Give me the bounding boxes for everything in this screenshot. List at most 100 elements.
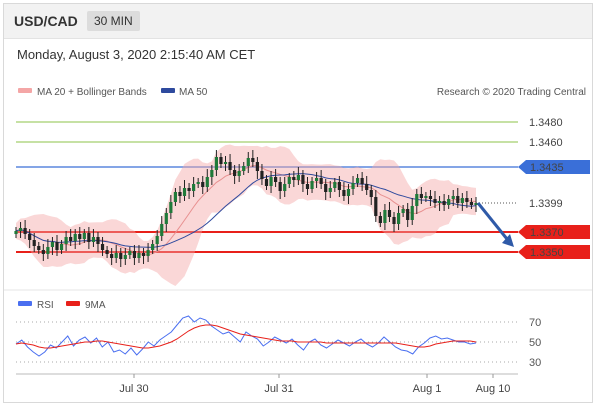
candle-body xyxy=(160,224,164,236)
candle-body xyxy=(137,253,141,258)
candle-body xyxy=(223,162,228,164)
candle-body xyxy=(428,196,433,199)
candle-body xyxy=(351,183,355,189)
candle-body xyxy=(96,237,100,244)
candle-body xyxy=(387,210,392,217)
candle-body xyxy=(314,178,319,181)
candle-body xyxy=(128,251,132,255)
legend-label-bollinger: MA 20 + Bollinger Bands xyxy=(37,87,147,98)
candle-body xyxy=(201,182,205,187)
candle-body xyxy=(155,236,159,244)
candle-body xyxy=(383,210,387,223)
candle-body xyxy=(18,228,23,231)
chart-header: USD/CAD 30 MIN xyxy=(4,4,592,39)
candle-body xyxy=(59,244,64,250)
candle-body xyxy=(378,216,382,223)
price-tag-bg-1.3370 xyxy=(518,225,590,239)
candle-body xyxy=(406,209,410,220)
price-level-tags: 1.3480 1.3460 1.3435 1.3399 1.3370 1.3350 xyxy=(518,117,590,259)
candle-body xyxy=(360,178,364,184)
rsi-9ma-line xyxy=(15,324,477,349)
candle-body xyxy=(41,250,45,254)
candle-body xyxy=(287,177,291,184)
candle-body xyxy=(100,244,105,250)
legend-swatch-ma50 xyxy=(161,88,175,93)
candle-body xyxy=(392,217,396,224)
candle-body xyxy=(365,184,369,190)
price-tag-bg-1.3435 xyxy=(518,160,590,174)
candle-body xyxy=(78,234,82,239)
candle-body xyxy=(433,199,437,203)
candle-body xyxy=(182,188,187,196)
candle-body xyxy=(178,192,182,196)
candle-body xyxy=(292,177,296,180)
x-tick-label: Aug 1 xyxy=(413,383,442,395)
candle-body xyxy=(415,194,419,206)
rsi-level-label-30: 30 xyxy=(529,357,541,369)
candle-body xyxy=(369,190,373,197)
legend-label-ma50: MA 50 xyxy=(179,87,208,98)
candle-body xyxy=(283,184,287,191)
candle-body xyxy=(346,189,351,196)
x-tick-label: Jul 31 xyxy=(264,383,293,395)
candle-body xyxy=(196,182,200,184)
legend-swatch-rsi xyxy=(18,301,32,306)
candle-body xyxy=(442,201,446,205)
candle-body xyxy=(246,158,250,166)
candle-body xyxy=(269,177,273,186)
candle-body xyxy=(55,242,59,250)
candle-body xyxy=(374,197,378,216)
legend-label-9ma: 9MA xyxy=(85,300,106,311)
candle-body xyxy=(474,203,478,205)
price-tag-1.3480: 1.3480 xyxy=(529,117,563,129)
candle-body xyxy=(87,233,91,242)
legend-swatch-bollinger xyxy=(18,88,32,93)
forecast-arrow-shaft xyxy=(476,202,509,240)
x-axis-ticks: Jul 30 Jul 31 Aug 1 Aug 10 xyxy=(119,374,510,395)
candle-body xyxy=(141,253,146,256)
candle-body xyxy=(237,171,241,176)
candle-body xyxy=(82,233,86,239)
rsi-level-label-70: 70 xyxy=(529,317,541,329)
candle-body xyxy=(73,234,77,241)
candle-body xyxy=(64,237,68,244)
rsi-levels: 70 50 30 xyxy=(16,317,541,369)
copyright-text: Research © 2020 Trading Central xyxy=(437,87,586,98)
candle-body xyxy=(305,184,310,189)
candle-body xyxy=(192,184,196,191)
candle-body xyxy=(169,202,173,213)
candle-body xyxy=(396,213,401,224)
candle-body xyxy=(228,162,232,170)
candle-body xyxy=(50,242,55,247)
candle-body xyxy=(173,192,178,202)
timeframe-badge[interactable]: 30 MIN xyxy=(87,11,140,31)
candle-body xyxy=(119,253,123,259)
date-line: Monday, August 3, 2020 2:15:40 AM CET xyxy=(17,47,256,62)
price-tag-1.3350: 1.3350 xyxy=(530,247,564,259)
candle-body xyxy=(319,178,323,184)
candle-body xyxy=(205,177,209,187)
price-tag-1.3370: 1.3370 xyxy=(530,227,564,239)
candle-body xyxy=(114,253,118,258)
rsi-level-label-50: 50 xyxy=(529,337,541,349)
candle-body xyxy=(342,190,346,196)
candle-body xyxy=(14,231,18,234)
candle-body xyxy=(278,182,282,191)
candle-body xyxy=(274,177,278,182)
candle-body xyxy=(219,157,223,164)
candle-body xyxy=(210,170,214,177)
price-tag-current: 1.3399 xyxy=(529,198,563,210)
candle-body xyxy=(110,254,114,258)
candle-body xyxy=(214,157,218,170)
candle-body xyxy=(242,166,246,171)
price-tag-1.3460: 1.3460 xyxy=(529,137,563,149)
candle-body xyxy=(310,181,314,189)
candle-body xyxy=(424,196,428,198)
candle-body xyxy=(146,250,150,256)
x-tick-label: Jul 30 xyxy=(119,383,148,395)
candle-body xyxy=(355,178,360,183)
price-levels xyxy=(16,121,518,253)
candle-body xyxy=(333,182,337,188)
candle-body xyxy=(328,188,332,192)
